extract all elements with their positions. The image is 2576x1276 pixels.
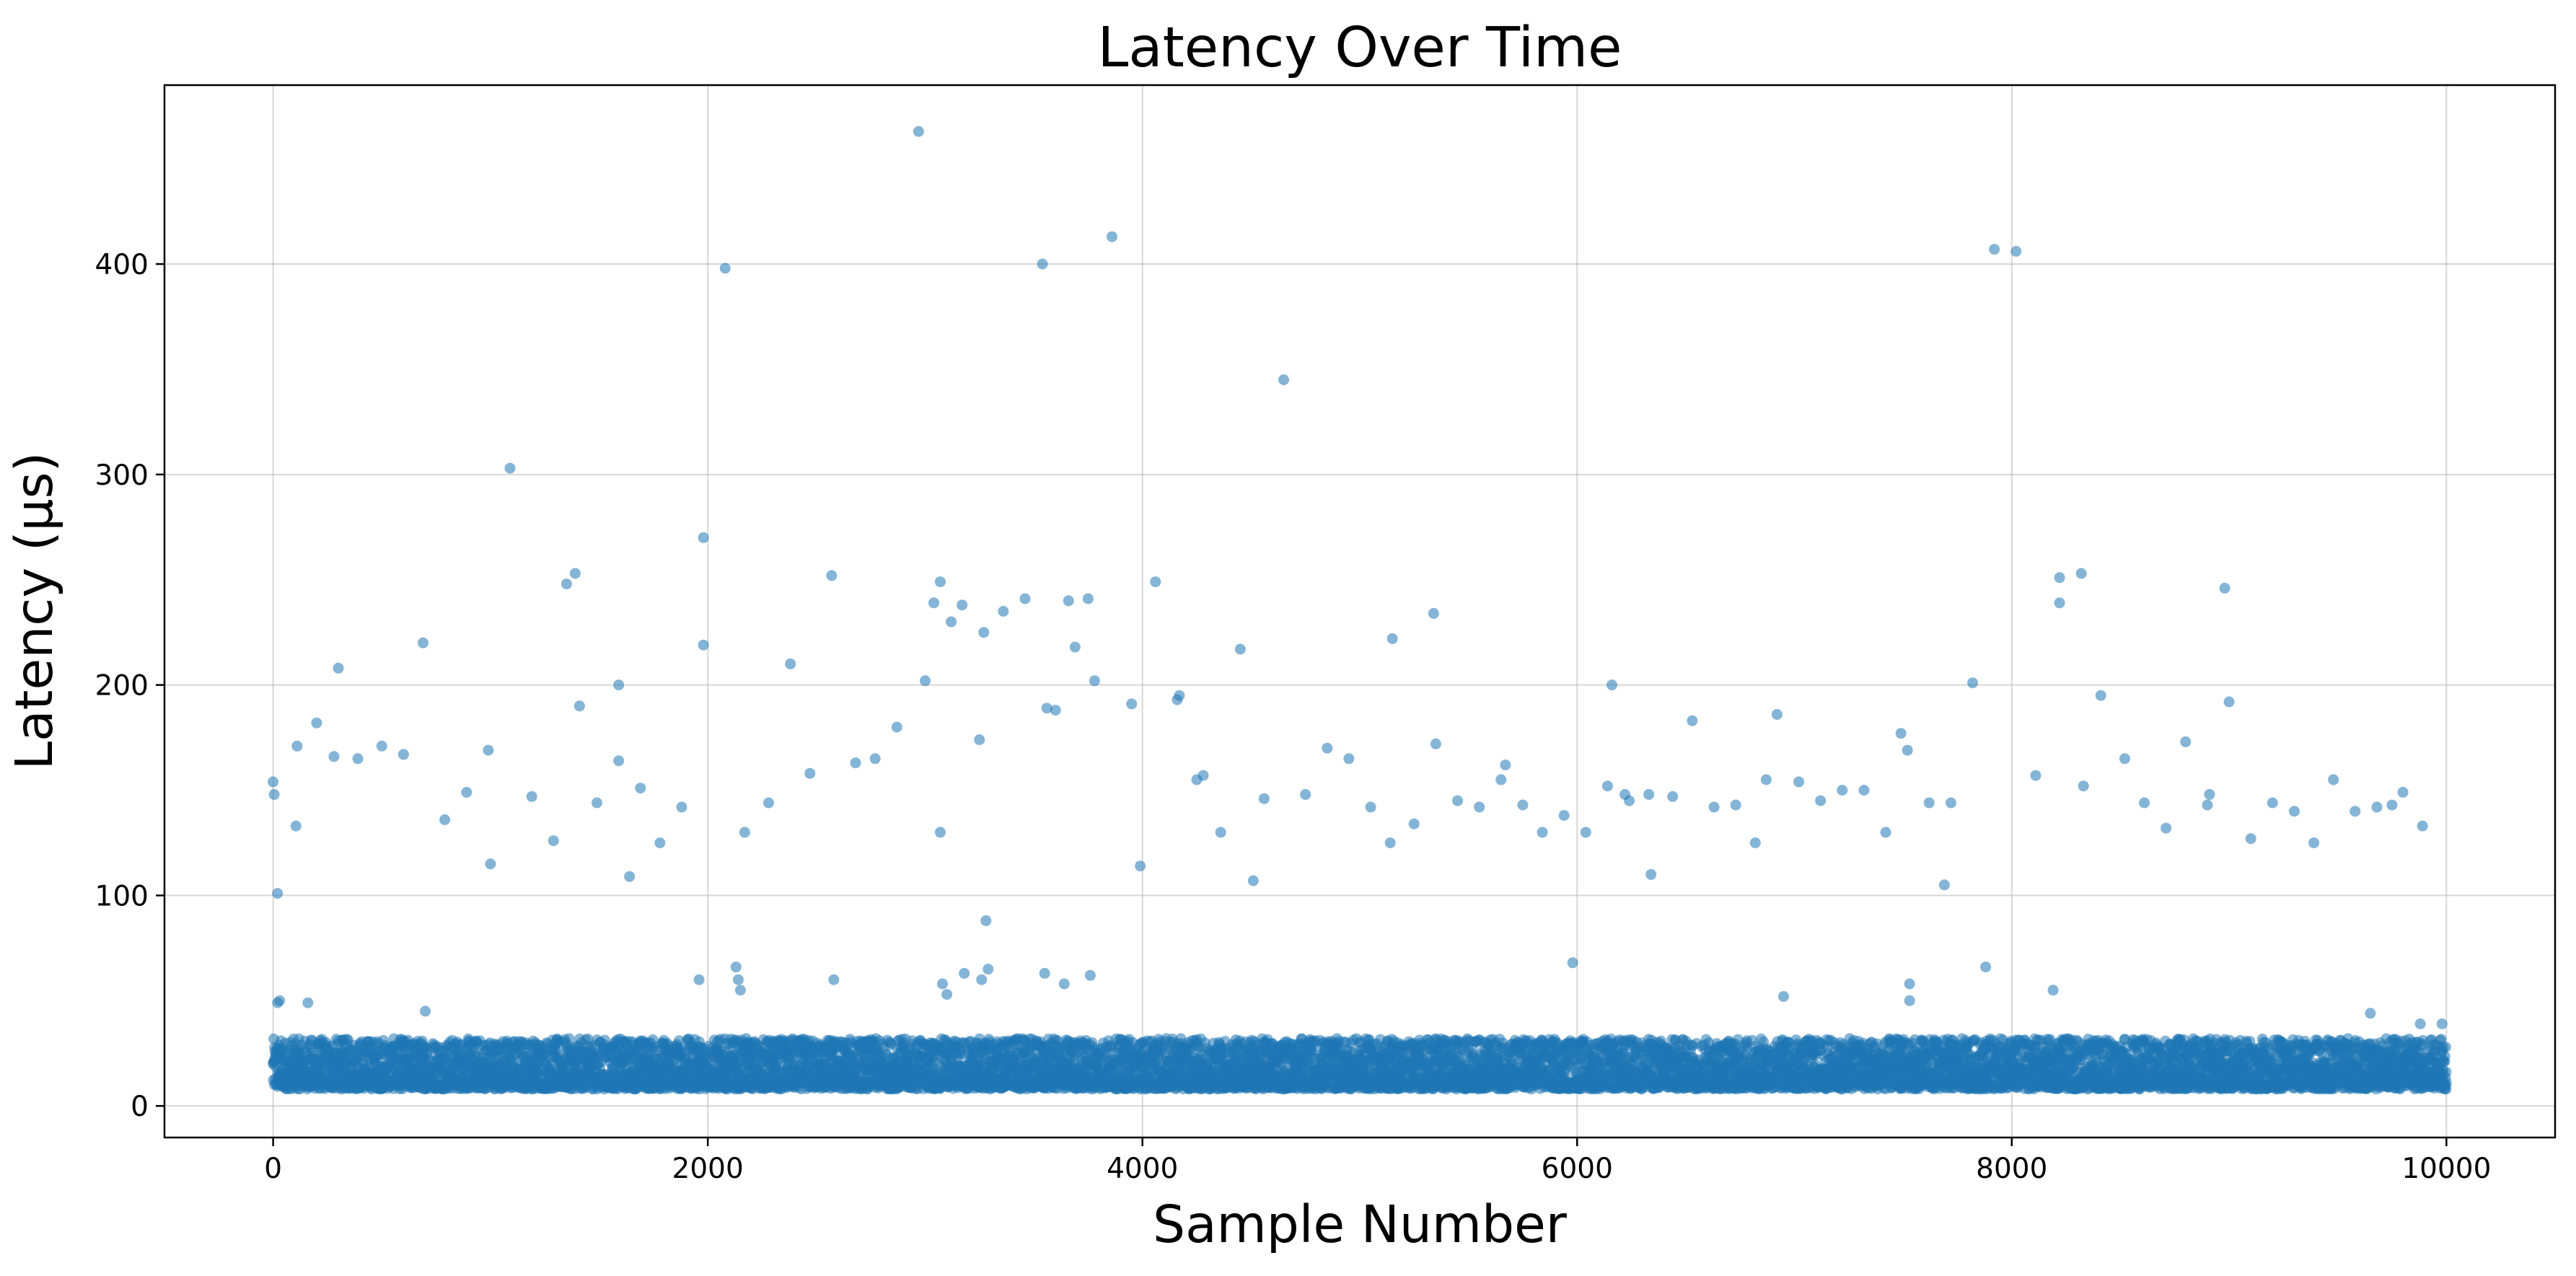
grid-lines (164, 85, 2555, 1138)
data-points (268, 126, 2452, 1095)
